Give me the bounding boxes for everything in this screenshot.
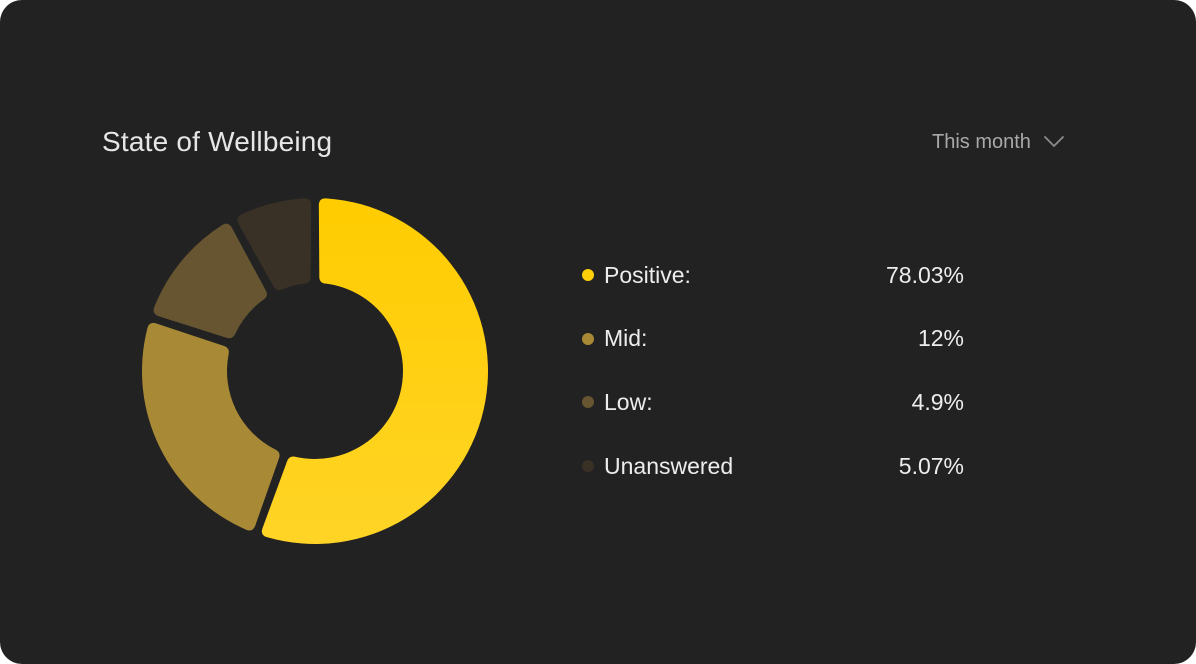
legend-label: Mid: (604, 325, 648, 352)
card-title: State of Wellbeing (102, 126, 333, 157)
donut-chart (142, 198, 488, 545)
legend-value: 78.03% (885, 261, 964, 288)
legend-item-low: Low: 4.9% (582, 382, 964, 422)
donut-slice-positive (261, 198, 488, 545)
legend-value: 12% (917, 325, 964, 352)
legend-item-positive: Positive: 78.03% (582, 255, 964, 295)
chart-legend: Positive: 78.03% Mid: 12% Low: 4.9% Unan… (582, 255, 964, 510)
legend-dot-mid (582, 332, 594, 345)
period-dropdown[interactable]: This month (932, 128, 1065, 156)
legend-label: Low: (604, 388, 653, 415)
legend-dot-low (582, 396, 594, 409)
legend-dot-unanswered (582, 460, 594, 473)
chevron-down-icon (1043, 135, 1065, 149)
legend-item-unanswered: Unanswered 5.07% (582, 446, 964, 486)
donut-slice-unanswered (237, 198, 312, 291)
legend-value: 4.9% (911, 388, 964, 415)
donut-slices (142, 198, 488, 545)
period-dropdown-label: This month (932, 130, 1031, 153)
donut-slice-mid (142, 322, 280, 531)
legend-item-mid: Mid: 12% (582, 319, 964, 359)
donut-slice-low (153, 223, 267, 339)
legend-label: Positive: (604, 261, 691, 288)
legend-label: Unanswered (604, 452, 734, 479)
legend-dot-positive (582, 269, 594, 281)
legend-value: 5.07% (898, 452, 964, 479)
